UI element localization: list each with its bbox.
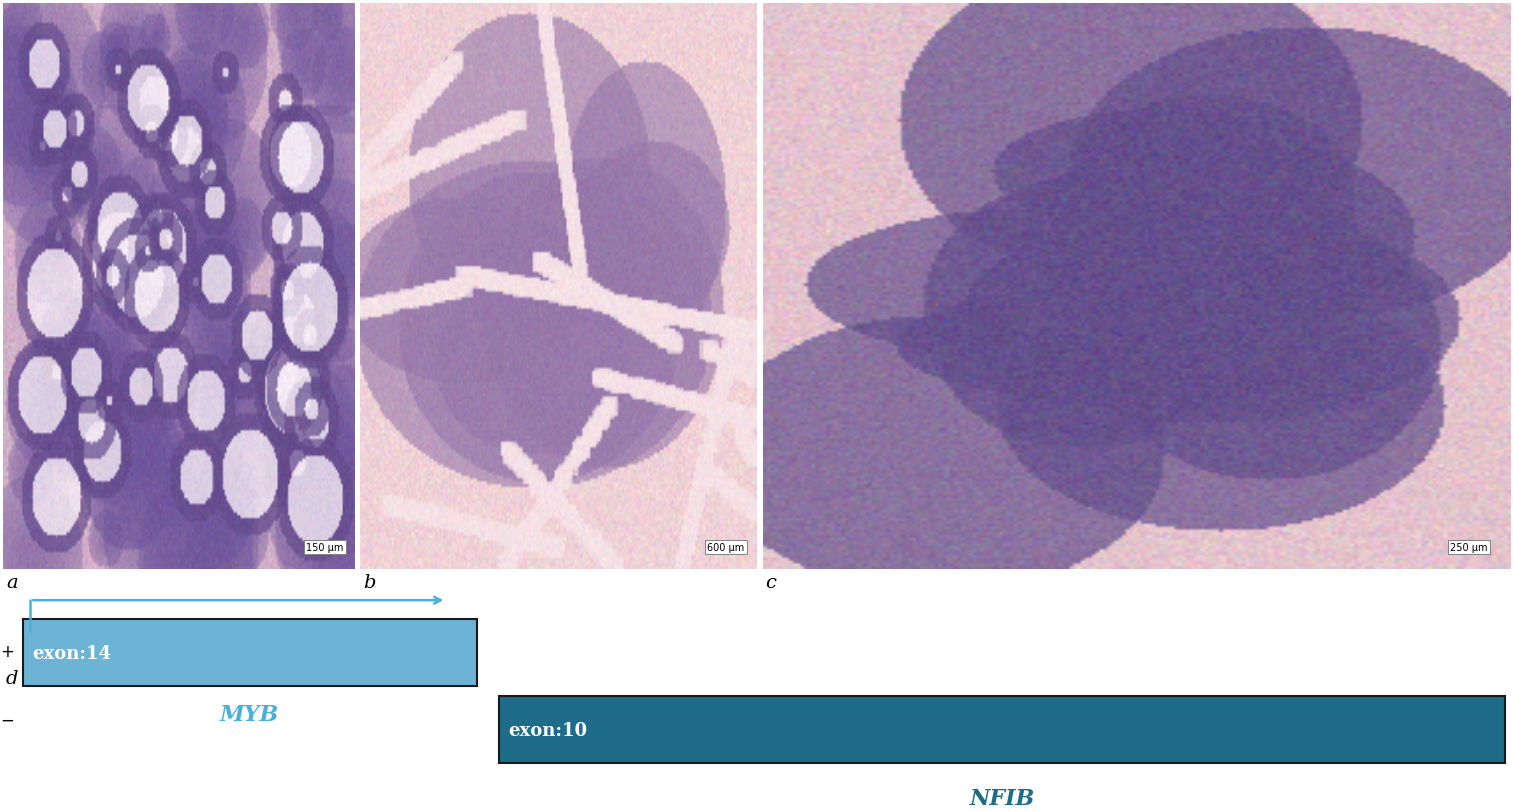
Text: 150 μm: 150 μm	[306, 543, 343, 552]
Text: d: d	[6, 669, 18, 687]
FancyBboxPatch shape	[23, 620, 477, 687]
Text: 600 μm: 600 μm	[708, 543, 744, 552]
Text: MYB: MYB	[219, 703, 280, 725]
Text: b: b	[363, 573, 375, 591]
Text: −: −	[0, 711, 14, 729]
Text: +: +	[0, 642, 14, 659]
Text: c: c	[766, 573, 776, 591]
Text: a: a	[6, 573, 18, 591]
FancyBboxPatch shape	[499, 696, 1505, 763]
Text: exon:10: exon:10	[508, 721, 587, 739]
Text: 250 μm: 250 μm	[1449, 543, 1487, 552]
Text: NFIB: NFIB	[970, 787, 1035, 809]
Text: exon:14: exon:14	[32, 644, 110, 662]
